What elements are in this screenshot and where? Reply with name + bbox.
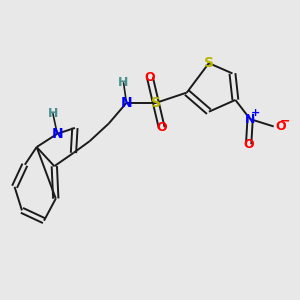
Text: N: N — [245, 112, 255, 126]
Text: +: + — [251, 108, 261, 118]
Text: H: H — [118, 76, 129, 89]
Text: −: − — [280, 115, 290, 128]
Text: H: H — [48, 107, 58, 120]
Text: O: O — [157, 122, 167, 134]
Text: N: N — [51, 127, 63, 141]
Text: O: O — [243, 138, 254, 151]
Text: O: O — [275, 120, 286, 133]
Text: S: S — [151, 96, 161, 110]
Text: O: O — [145, 71, 155, 84]
Text: N: N — [121, 96, 132, 110]
Text: S: S — [204, 56, 214, 70]
